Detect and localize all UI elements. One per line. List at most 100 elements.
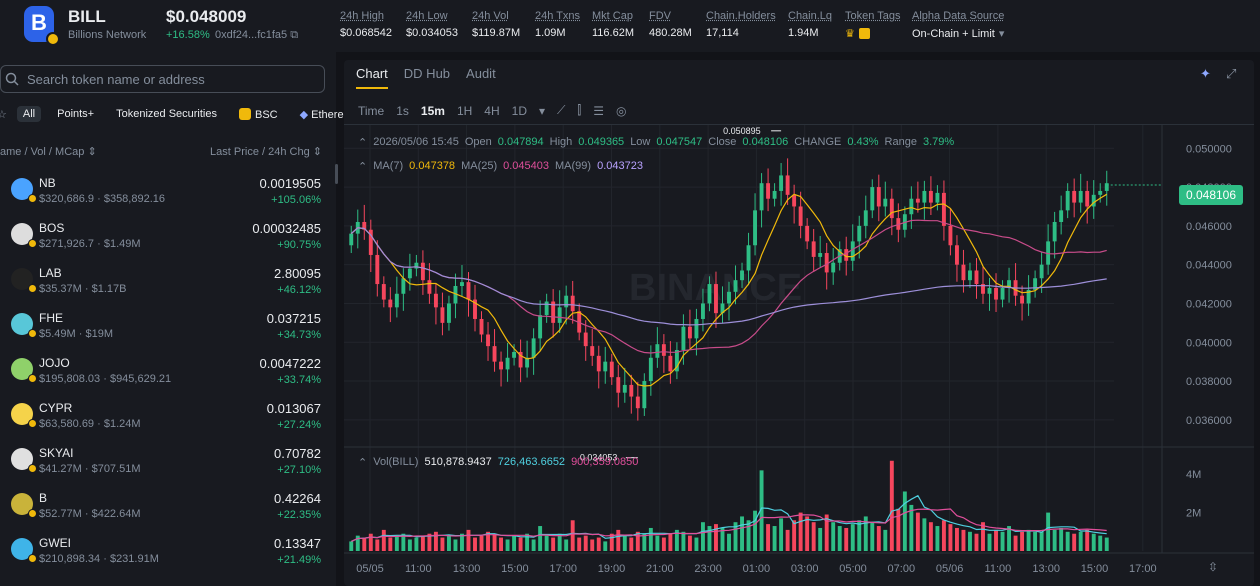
token-row[interactable]: GWEI $210,898.34 · $231.91M 0.13347 +21.49% bbox=[0, 530, 325, 574]
list-scrollbar[interactable] bbox=[335, 164, 338, 184]
filter-ethereum[interactable]: ◆ Ethereu bbox=[294, 106, 356, 123]
volume-bar bbox=[1052, 529, 1057, 551]
ohlc-low-label: Low bbox=[630, 136, 651, 148]
star-icon[interactable]: ☆ bbox=[0, 108, 7, 121]
candle-body bbox=[981, 284, 985, 294]
interval-1d[interactable]: 1D bbox=[511, 103, 527, 118]
token-24h-change: +27.10% bbox=[277, 464, 321, 476]
volume-bar bbox=[473, 537, 477, 551]
volume-bar bbox=[368, 533, 373, 551]
interval-time[interactable]: Time bbox=[358, 103, 385, 118]
contract-address[interactable]: 0xdf24...fc1fa5 ⧉ bbox=[215, 29, 298, 42]
ohlc-change: 0.43% bbox=[847, 136, 879, 148]
token-last-price: 0.037215 bbox=[266, 311, 321, 326]
ohlc-collapse-icon[interactable]: ⌃ bbox=[358, 137, 368, 149]
interval-4h[interactable]: 4H bbox=[484, 103, 500, 118]
token-row[interactable]: CYPR $63,580.69 · $1.24M 0.013067 +27.24% bbox=[0, 395, 325, 439]
filter-points[interactable]: Points+ bbox=[57, 108, 95, 120]
token-row[interactable]: SKYAI $41.27M · $707.51M 0.70782 +27.10% bbox=[0, 440, 325, 484]
token-24h-change: +33.74% bbox=[277, 374, 321, 386]
ma-collapse-icon[interactable]: ⌃ bbox=[358, 161, 368, 173]
token-row[interactable]: NB $320,686.9 · $358,892.16 0.0019505 +105.… bbox=[0, 170, 325, 214]
volume-bar bbox=[1072, 533, 1077, 551]
tab-chart[interactable]: Chart bbox=[356, 66, 388, 89]
filter-all[interactable]: All bbox=[16, 106, 42, 122]
volume-bar bbox=[544, 535, 549, 551]
candle-body bbox=[876, 187, 881, 207]
candle-body bbox=[792, 194, 797, 207]
interval-1s[interactable]: 1s bbox=[396, 103, 409, 118]
candle-body bbox=[609, 361, 614, 378]
ohlc-range-label: Range bbox=[884, 136, 917, 148]
search-input[interactable]: Search token name or address bbox=[0, 65, 325, 93]
candle-body bbox=[616, 377, 621, 393]
token-row[interactable]: BOS $271,926.7 · $1.49M 0.00032485 +90.75% bbox=[0, 215, 325, 259]
chart-area[interactable]: 0.0500000.0480000.0460000.0440000.042000… bbox=[344, 125, 1254, 586]
chart-tabs: Chart DD Hub Audit bbox=[356, 66, 496, 89]
filter-bsc[interactable]: BSC bbox=[233, 106, 284, 123]
ohlc-high-label: High bbox=[549, 136, 573, 148]
token-24h-change: +27.24% bbox=[277, 419, 321, 431]
volume-bar bbox=[902, 491, 907, 551]
indicator-icon[interactable]: ⟋ bbox=[557, 103, 566, 117]
candle-body bbox=[1039, 264, 1044, 279]
ai-sparkle-icon[interactable]: ✦ bbox=[1200, 66, 1211, 81]
target-icon[interactable]: ◎ bbox=[616, 103, 627, 118]
token-last-price: 0.42264 bbox=[274, 491, 321, 506]
copy-icon[interactable]: ⧉ bbox=[290, 29, 299, 41]
volume-bar bbox=[766, 524, 771, 551]
volume-bar bbox=[609, 533, 614, 551]
y-tick-label: 0.050000 bbox=[1186, 143, 1232, 155]
candle-body bbox=[1007, 280, 1012, 288]
volume-bar bbox=[661, 537, 666, 551]
candle-body bbox=[824, 253, 829, 273]
volume-bar bbox=[603, 541, 608, 551]
tab-dd-hub[interactable]: DD Hub bbox=[403, 66, 451, 81]
col-header-price[interactable]: Last Price / 24h Chg ⇕ bbox=[210, 145, 322, 158]
x-tick-label: 17:00 bbox=[1129, 563, 1157, 575]
filter-tokenized[interactable]: Tokenized Securities bbox=[116, 108, 217, 120]
last-price-tag: 0.048106 bbox=[1179, 185, 1243, 205]
token-row[interactable]: FHE $5.49M · $19M 0.037215 +34.73% bbox=[0, 305, 325, 349]
volume-bar bbox=[720, 527, 725, 551]
vol-value-2: 726,463.6652 bbox=[497, 456, 566, 468]
stat-fdv: FDV 480.28M bbox=[649, 10, 692, 39]
bsc-tag-icon bbox=[858, 28, 870, 39]
candle-body bbox=[915, 198, 920, 203]
ma7-label: MA(7) bbox=[373, 160, 404, 172]
token-row[interactable]: B $52.77M · $422.64M 0.42264 +22.35% bbox=[0, 485, 325, 529]
fullscreen-icon[interactable]: ⤢ bbox=[1226, 66, 1237, 81]
filter-eth-label: Ethereu bbox=[311, 108, 350, 121]
candle-body bbox=[707, 284, 712, 304]
token-symbol: B bbox=[39, 491, 48, 505]
ma99-line bbox=[350, 227, 1107, 326]
volume-bar bbox=[772, 526, 777, 551]
candle-body bbox=[1065, 190, 1070, 211]
y-tick-label: 0.046000 bbox=[1186, 221, 1232, 233]
volume-bar bbox=[381, 529, 386, 551]
candle-type-icon[interactable]: ⫿ bbox=[577, 103, 582, 117]
settings-sliders-icon[interactable]: ☰ bbox=[593, 103, 605, 118]
tab-audit[interactable]: Audit bbox=[466, 66, 496, 81]
candle-body bbox=[779, 175, 784, 191]
stat-data-source[interactable]: Alpha Data Source On-Chain + Limit ▾ bbox=[912, 10, 1004, 40]
vol-collapse-icon[interactable]: ⌃ bbox=[358, 457, 368, 469]
token-row[interactable]: LAB $35.37M · $1.17B 2.80095 +46.12% bbox=[0, 260, 325, 304]
stat-value: 17,114 bbox=[706, 27, 739, 39]
interval-1h[interactable]: 1H bbox=[456, 103, 473, 118]
candle-body bbox=[896, 218, 901, 230]
col-header-name[interactable]: ame / Vol / MCap ⇕ bbox=[0, 145, 97, 158]
token-vol-mcap: $52.77M · $422.64M bbox=[39, 508, 141, 520]
candle-body bbox=[596, 355, 601, 372]
sort-icon: ⇕ bbox=[87, 146, 97, 158]
candle-body bbox=[629, 384, 634, 397]
interval-dropdown-icon[interactable]: ▾ bbox=[538, 103, 546, 118]
volume-bar bbox=[785, 529, 790, 551]
header-bar: B BILL Billions Network $0.048009 +16.58… bbox=[0, 0, 1260, 52]
volume-bar bbox=[714, 524, 718, 551]
stat-value: 480.28M bbox=[649, 27, 692, 39]
candle-body bbox=[1026, 289, 1031, 304]
token-row[interactable]: JOJO $195,808.03 · $945,629.21 0.0047222 +3… bbox=[0, 350, 325, 394]
candle-body bbox=[499, 361, 504, 370]
interval-15m[interactable]: 15m bbox=[420, 103, 445, 118]
